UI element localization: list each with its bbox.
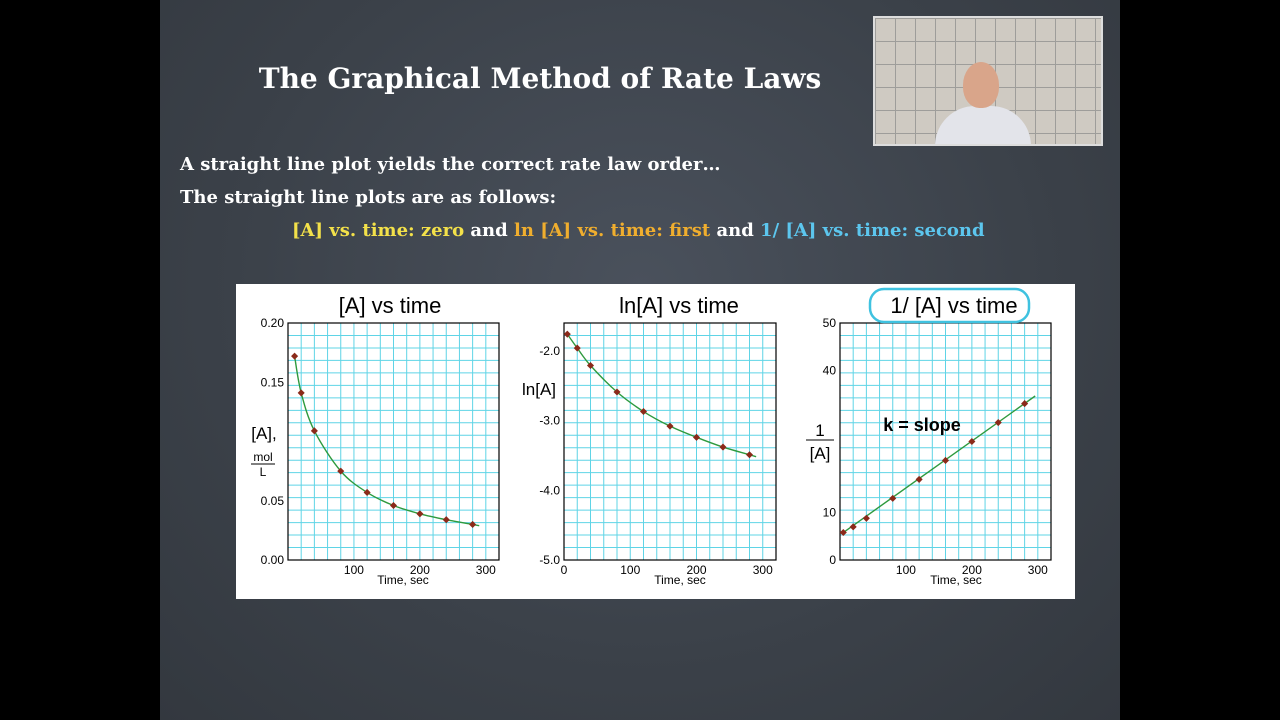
chart-second-order-series-line: [842, 395, 1036, 534]
chart-zero-order-xtick-label: 100: [344, 563, 364, 577]
chart-second-order-ytick-label: 0: [829, 553, 836, 567]
chart-zero-order-plot: 100 200 300 0.00 0.05 0.15 0.20: [261, 316, 500, 577]
chart-second-order-title: 1/ [A] vs time: [890, 293, 1017, 318]
and-text-1: and: [464, 220, 514, 241]
chart-second-order: 100 200 300 0 10 40 50 1/ [A] vs time 1 [A] k …: [806, 287, 1052, 587]
chart-first-order-plot: 0 100 200 300 -2.0 -3.0 -4.0 -5.0: [539, 322, 777, 577]
chart-second-order-ylabel-num: 1: [815, 421, 824, 440]
chart-zero-order-ylabel: [A],: [251, 424, 277, 443]
chart-second-order-data-point: [994, 419, 1002, 427]
chart-zero-order-data-point: [442, 516, 450, 524]
chart-second-order-plot: 100 200 300 0 10 40 50: [823, 316, 1052, 577]
chart-first-order-data-point: [692, 433, 701, 441]
chart-second-order-ytick-label: 10: [823, 506, 837, 520]
chart-zero-order-data-point: [363, 488, 371, 496]
chart-first-order-ylabel: ln[A]: [522, 380, 556, 399]
chart-second-order-data-point: [889, 494, 897, 502]
chart-first-order-series-line: [566, 333, 757, 458]
statement-line-1: A straight line plot yields the correct …: [180, 154, 721, 175]
chart-zero-order-ytick-label: 0.15: [261, 375, 285, 389]
chart-first-order-ytick-label: -2.0: [539, 344, 560, 358]
chart-second-order-xtick-label: 200: [962, 563, 982, 577]
chart-zero-order-data-point: [389, 501, 398, 510]
chart-zero-order-ylabel-num: mol: [253, 450, 272, 464]
chart-first-order-xtick-label: 0: [561, 563, 568, 577]
chart-zero-order-xtick-label: 200: [410, 563, 430, 577]
first-order-text: ln [A] vs. time: first: [514, 220, 711, 241]
chart-second-order-annotation: k = slope: [883, 415, 961, 435]
chart-zero-order-data-point: [337, 467, 345, 475]
graphs-figure: 100 200 300 0.00 0.05 0.15 0.20 [A] vs time [A…: [236, 284, 1075, 599]
chart-zero-order-series-line: [293, 356, 480, 527]
chart-first-order-data-point: [639, 407, 648, 416]
chart-first-order-data-point: [573, 344, 581, 352]
chart-first-order: 0 100 200 300 -2.0 -3.0 -4.0 -5.0 ln[A] vs time…: [522, 293, 777, 587]
chart-first-order-data-point: [586, 361, 595, 370]
chart-first-order-title: ln[A] vs time: [619, 293, 739, 318]
chart-second-order-ytick-label: 50: [823, 316, 837, 330]
chart-second-order-data-point: [915, 475, 923, 483]
slide-title: The Graphical Method of Rate Laws: [258, 62, 822, 95]
chart-zero-order-ylabel-den: L: [260, 465, 267, 479]
chart-second-order-title-highlight: [868, 287, 1031, 324]
chart-zero-order-ytick-label: 0.05: [261, 494, 285, 508]
chart-second-order-xtick-label: 300: [1028, 563, 1048, 577]
chart-second-order-data-point: [941, 456, 950, 464]
zero-order-text: [A] vs. time: zero: [292, 220, 465, 241]
second-order-text: 1/ [A] vs. time: second: [760, 220, 985, 241]
statement-line-3: [A] vs. time: zero and ln [A] vs. time: …: [292, 220, 985, 241]
chart-first-order-xtick-label: 300: [753, 563, 773, 577]
chart-zero-order: 100 200 300 0.00 0.05 0.15 0.20 [A] vs time [A…: [251, 293, 500, 587]
chart-zero-order-data-point: [469, 520, 477, 528]
chart-second-order-data-point: [862, 514, 870, 522]
chart-zero-order-data-point: [416, 510, 424, 518]
chart-second-order-data-point: [968, 437, 976, 446]
chart-zero-order-data-point: [291, 352, 299, 360]
chart-second-order-ytick-label: 40: [823, 363, 837, 377]
chart-zero-order-data-point: [297, 389, 305, 397]
chart-first-order-frame: [563, 322, 777, 561]
chart-second-order-xlabel: Time, sec: [930, 573, 982, 587]
chart-zero-order-xlabel: Time, sec: [377, 573, 429, 587]
chart-zero-order-ytick-label: 0.20: [261, 316, 285, 330]
chart-first-order-xlabel: Time, sec: [654, 573, 706, 587]
chart-zero-order-frame: [287, 322, 500, 561]
chart-zero-order-xtick-label: 300: [476, 563, 496, 577]
chart-second-order-xtick-label: 100: [896, 563, 916, 577]
presenter-video-icon: [873, 16, 1103, 146]
chart-second-order-data-point: [849, 523, 857, 531]
chart-first-order-ytick-label: -5.0: [539, 553, 560, 567]
chart-zero-order-ytick-label: 0.00: [261, 553, 285, 567]
chart-second-order-data-point: [839, 528, 847, 537]
chart-first-order-data-point: [613, 388, 621, 396]
chart-first-order-xtick-label: 100: [620, 563, 640, 577]
slide: The Graphical Method of Rate Laws A stra…: [160, 0, 1120, 720]
chart-zero-order-title: [A] vs time: [339, 293, 442, 318]
and-text-2: and: [710, 220, 761, 241]
chart-first-order-data-point: [745, 451, 754, 459]
chart-second-order-ylabel-den: [A]: [810, 444, 831, 463]
chart-first-order-xtick-label: 200: [686, 563, 706, 577]
chart-first-order-ytick-label: -3.0: [539, 414, 560, 428]
chart-first-order-ytick-label: -4.0: [539, 483, 560, 497]
chart-first-order-data-point: [719, 443, 727, 451]
chart-zero-order-data-point: [310, 427, 318, 435]
chart-first-order-data-point: [666, 422, 674, 430]
statement-line-2: The straight line plots are as follows:: [180, 187, 557, 208]
